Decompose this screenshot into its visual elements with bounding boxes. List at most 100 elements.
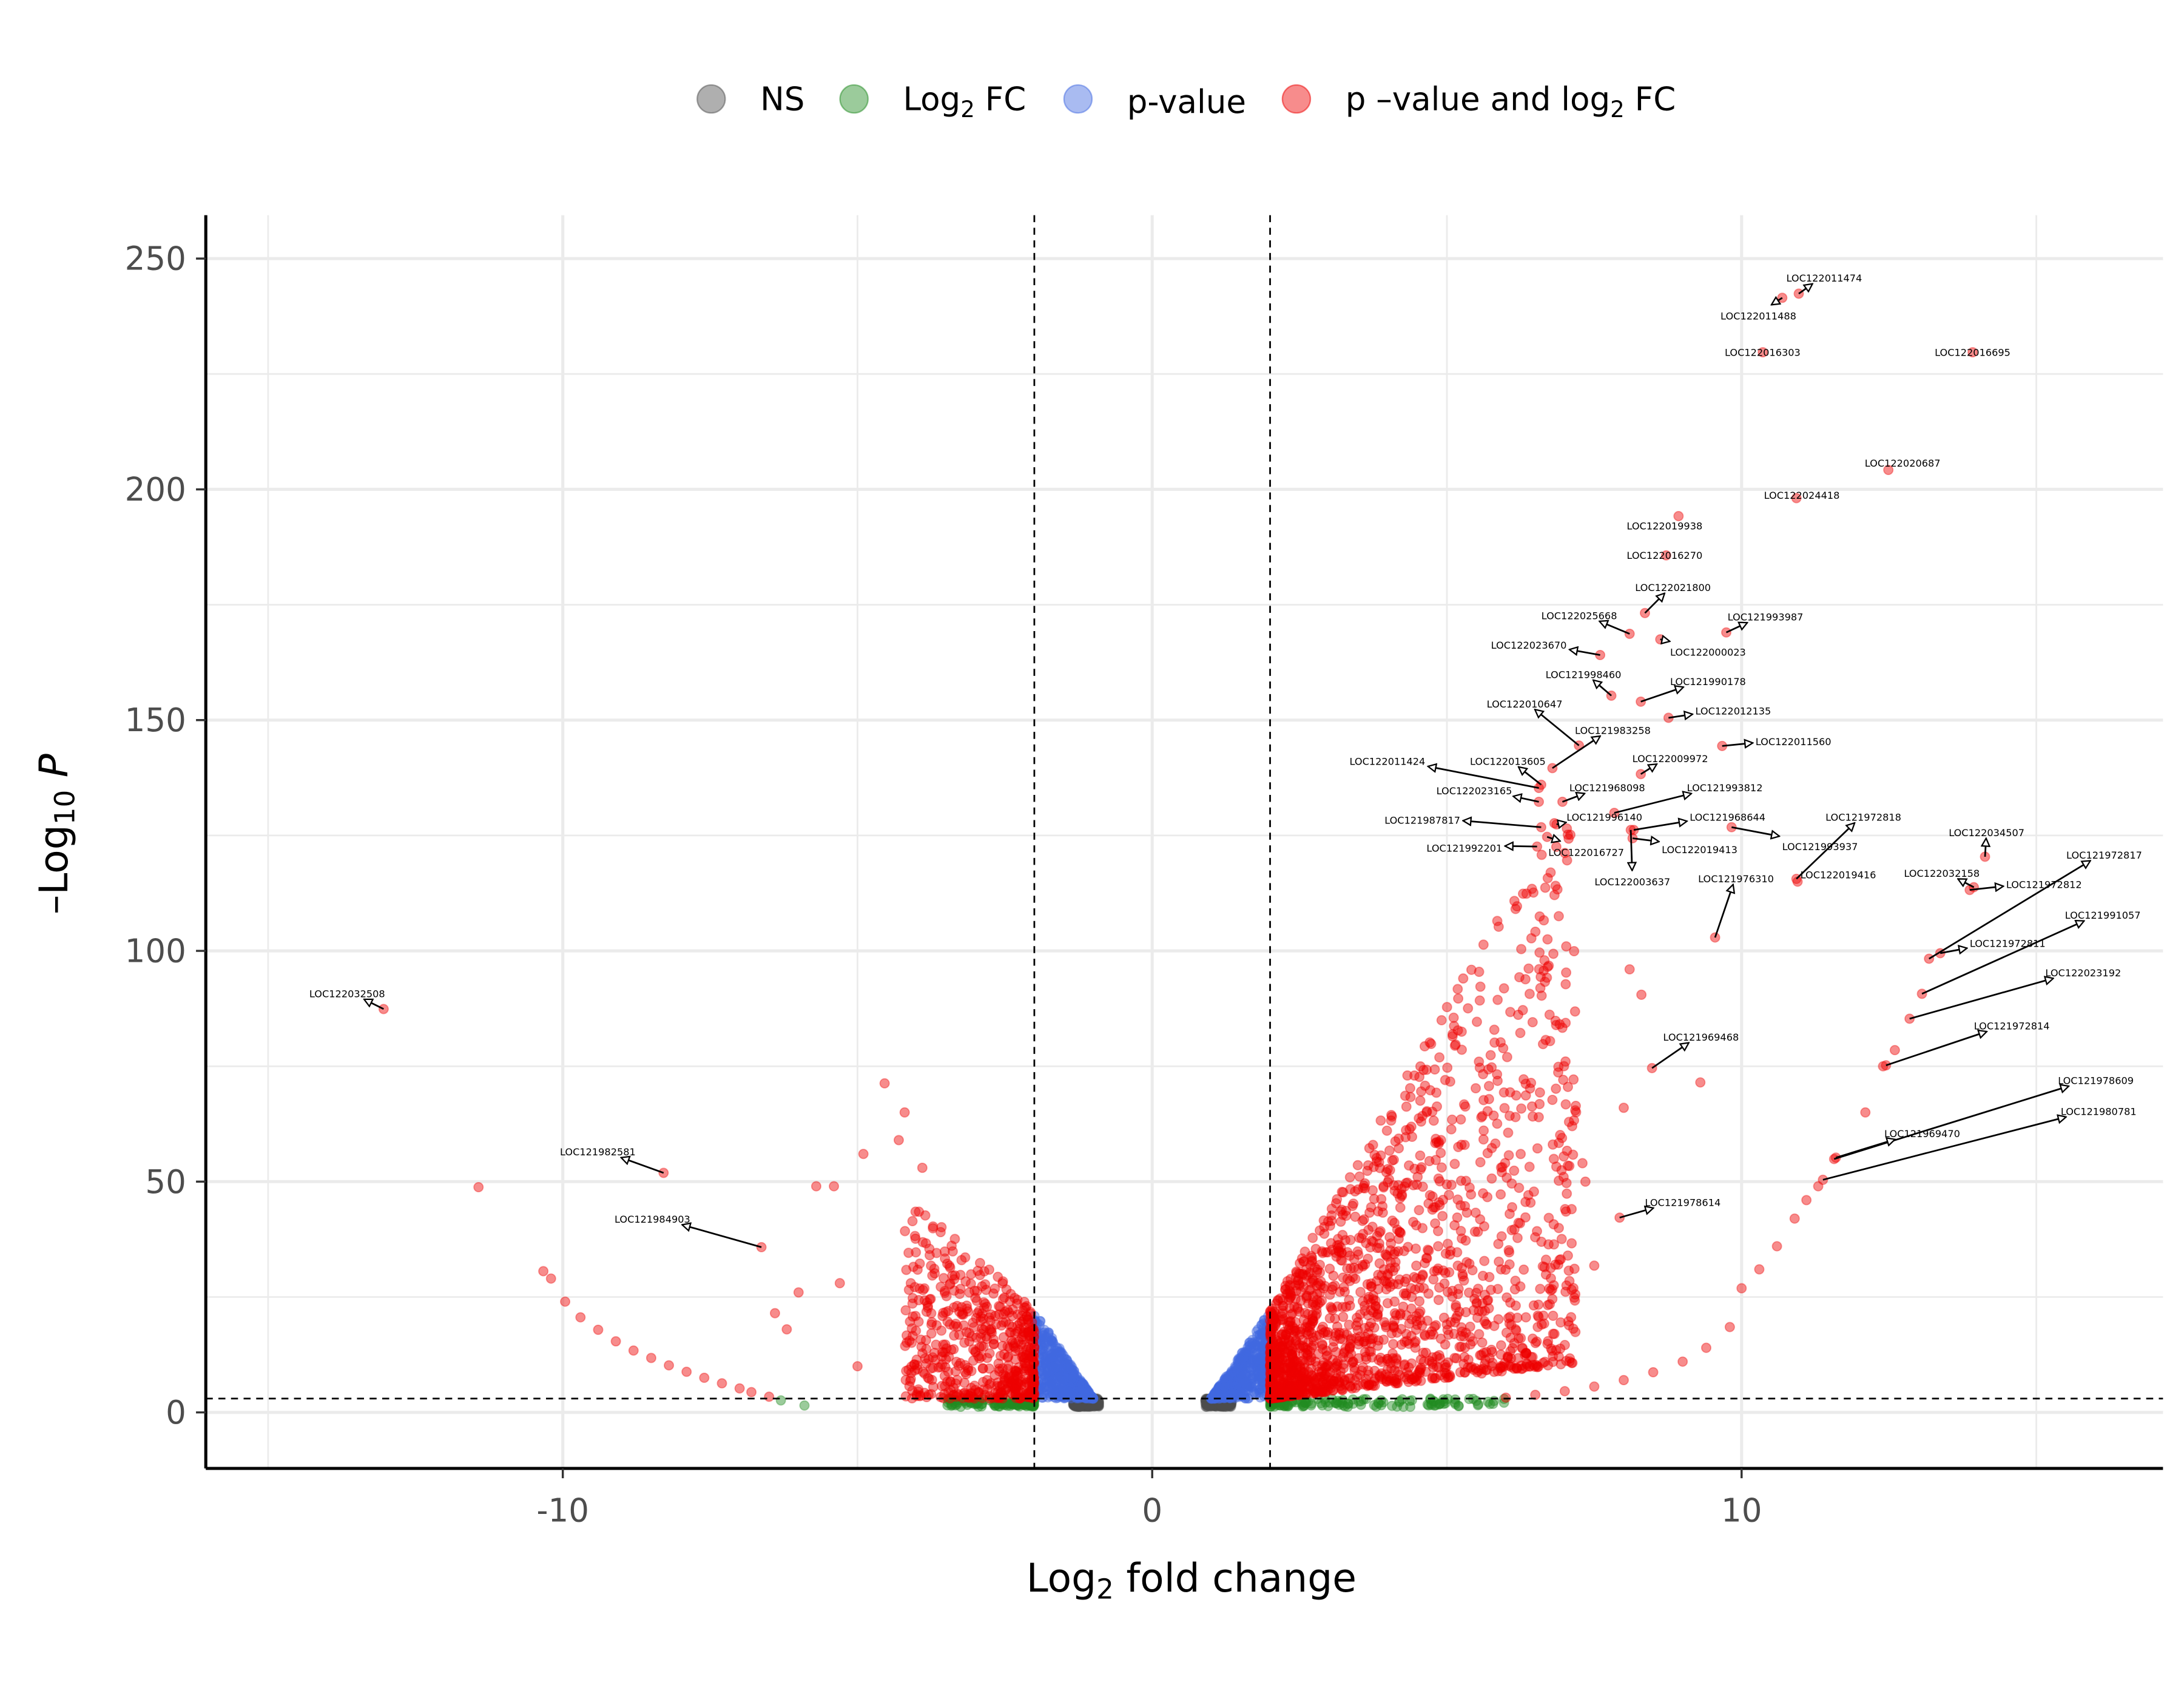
point-both bbox=[1504, 1247, 1515, 1258]
label-connector-arrow bbox=[1714, 885, 1733, 938]
gene-label: LOC122021800 bbox=[1635, 582, 1711, 593]
point-ns bbox=[1093, 1399, 1104, 1410]
point-both bbox=[1526, 933, 1537, 944]
point-pvalue bbox=[1041, 1385, 1052, 1396]
point-both bbox=[1492, 916, 1503, 927]
point-both bbox=[1482, 1147, 1493, 1158]
point-both bbox=[1388, 1154, 1400, 1165]
point-both bbox=[1525, 1197, 1536, 1208]
point-both bbox=[1002, 1305, 1013, 1316]
point-both bbox=[716, 1378, 727, 1389]
point-both bbox=[1754, 1264, 1765, 1275]
point-ns bbox=[1068, 1399, 1079, 1410]
point-pvalue bbox=[1212, 1388, 1222, 1399]
point-both bbox=[1540, 1254, 1551, 1265]
point-ns bbox=[1218, 1395, 1228, 1406]
point-log2fc bbox=[1373, 1397, 1384, 1408]
point-ns bbox=[1072, 1401, 1083, 1413]
point-both bbox=[1548, 1139, 1559, 1150]
point-both bbox=[1539, 955, 1550, 966]
point-ns bbox=[1078, 1401, 1089, 1412]
point-ns bbox=[1087, 1400, 1097, 1411]
point-both bbox=[996, 1387, 1007, 1397]
point-both bbox=[1511, 1325, 1522, 1336]
point-both bbox=[1548, 948, 1559, 959]
point-both bbox=[1477, 1306, 1488, 1317]
point-ns bbox=[1222, 1394, 1233, 1405]
point-both bbox=[1453, 1283, 1464, 1294]
threshold-lines bbox=[206, 215, 2163, 1468]
point-ns bbox=[1079, 1400, 1090, 1411]
point-both bbox=[1375, 1115, 1386, 1126]
point-both bbox=[1384, 1145, 1395, 1156]
point-both bbox=[1352, 1246, 1363, 1257]
point-both bbox=[1483, 1081, 1494, 1092]
point-both bbox=[1386, 1110, 1397, 1121]
label-connector-arrow bbox=[1725, 623, 1748, 633]
gene-label: LOC121972817 bbox=[2066, 850, 2142, 861]
point-ns bbox=[1216, 1397, 1227, 1408]
point-ns bbox=[1205, 1397, 1216, 1408]
point-ns bbox=[1205, 1398, 1216, 1409]
point-both bbox=[1415, 1095, 1426, 1106]
point-ns bbox=[1070, 1400, 1080, 1411]
point-both bbox=[1394, 1227, 1405, 1238]
point-both bbox=[1344, 1172, 1355, 1183]
point-pvalue bbox=[1041, 1332, 1052, 1343]
point-both bbox=[1403, 1241, 1414, 1252]
point-both bbox=[1312, 1299, 1323, 1310]
legend-label-NS: NS bbox=[760, 81, 804, 118]
point-ns bbox=[1210, 1399, 1221, 1410]
point-both bbox=[1677, 1356, 1688, 1367]
point-both bbox=[1446, 1180, 1457, 1191]
point-both bbox=[924, 1294, 935, 1305]
point-both bbox=[947, 1246, 958, 1257]
point-both bbox=[1315, 1276, 1326, 1287]
gene-label: LOC122003637 bbox=[1594, 876, 1670, 888]
point-ns bbox=[1070, 1396, 1080, 1407]
point-ns bbox=[1206, 1397, 1217, 1408]
gene-label: LOC121990178 bbox=[1670, 676, 1746, 687]
gene-label: LOC122032508 bbox=[309, 988, 385, 999]
point-ns bbox=[1215, 1401, 1225, 1412]
point-both bbox=[1401, 1310, 1412, 1321]
point-ns bbox=[1225, 1399, 1237, 1410]
label-connector-arrow bbox=[1921, 921, 2084, 995]
point-both bbox=[1270, 1331, 1281, 1342]
point-both bbox=[1624, 964, 1635, 975]
gene-label: LOC121983258 bbox=[1575, 725, 1651, 737]
point-both bbox=[959, 1320, 969, 1331]
point-both bbox=[968, 1391, 979, 1402]
point-both bbox=[1559, 1061, 1569, 1072]
point-both bbox=[1492, 1118, 1503, 1129]
point-ns bbox=[1225, 1399, 1236, 1410]
point-both bbox=[1023, 1348, 1034, 1359]
point-pvalue bbox=[1253, 1336, 1265, 1346]
y-tick-label: 100 bbox=[125, 933, 186, 970]
point-both bbox=[1326, 1238, 1336, 1249]
point-ns bbox=[1201, 1400, 1212, 1411]
point-both bbox=[1401, 1125, 1412, 1136]
point-ns bbox=[1076, 1399, 1087, 1411]
point-both bbox=[1344, 1319, 1355, 1330]
point-both bbox=[1771, 1241, 1782, 1252]
point-labeled bbox=[1710, 932, 1721, 943]
point-both bbox=[1527, 1111, 1539, 1122]
point-both bbox=[1430, 1218, 1441, 1229]
point-ns bbox=[1225, 1399, 1236, 1410]
legend-label-pvalue: p-value bbox=[1127, 83, 1246, 121]
point-both bbox=[969, 1285, 980, 1296]
point-both bbox=[1524, 1161, 1535, 1172]
point-ns bbox=[1070, 1399, 1080, 1410]
point-ns bbox=[1201, 1396, 1212, 1407]
point-ns bbox=[1080, 1400, 1091, 1411]
point-ns bbox=[1213, 1400, 1224, 1411]
label-connector-arrow bbox=[1644, 593, 1664, 614]
point-ns bbox=[1070, 1401, 1081, 1412]
point-both bbox=[1562, 1081, 1574, 1092]
point-both bbox=[917, 1163, 928, 1174]
point-ns bbox=[1216, 1397, 1227, 1408]
point-both bbox=[1452, 1310, 1463, 1321]
point-both bbox=[1789, 1213, 1800, 1224]
gene-label: LOC122023165 bbox=[1437, 785, 1512, 797]
